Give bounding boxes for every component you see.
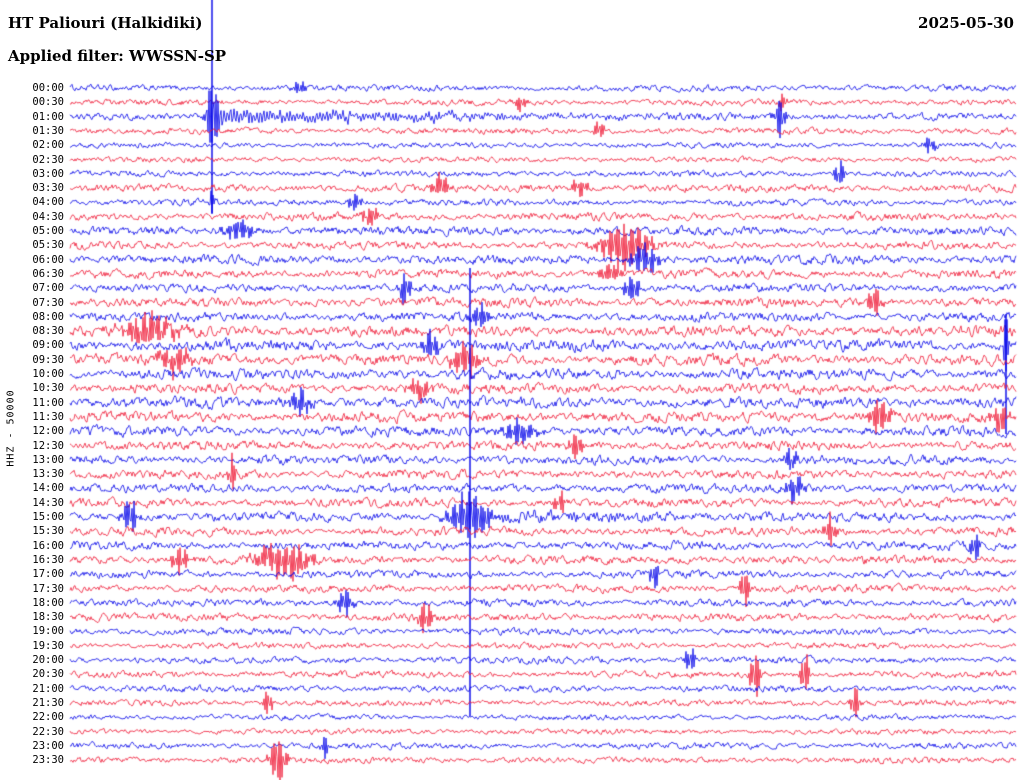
time-label: 06:00 <box>32 253 64 266</box>
time-label: 07:30 <box>32 296 64 309</box>
time-label: 00:00 <box>32 82 64 94</box>
time-label: 04:00 <box>32 196 64 209</box>
time-label: 13:00 <box>32 453 64 466</box>
time-label: 22:00 <box>32 711 64 724</box>
time-label: 07:00 <box>32 282 64 295</box>
time-label: 00:30 <box>32 96 64 109</box>
time-label: 20:00 <box>32 654 64 666</box>
time-label: 14:30 <box>32 496 64 509</box>
time-label: 03:00 <box>32 167 64 180</box>
time-label: 22:30 <box>32 725 64 738</box>
time-label: 23:30 <box>32 754 64 767</box>
time-label: 11:00 <box>32 396 64 409</box>
time-label: 10:30 <box>32 382 64 395</box>
time-label: 17:00 <box>32 568 64 581</box>
time-label: 01:30 <box>32 124 64 137</box>
time-label: 19:30 <box>32 639 64 652</box>
time-label: 01:00 <box>32 110 64 123</box>
time-label: 05:00 <box>32 225 64 237</box>
time-label: 19:00 <box>32 625 64 638</box>
time-label: 12:30 <box>32 439 64 452</box>
time-label: 20:30 <box>32 668 64 681</box>
time-label: 06:30 <box>32 267 64 280</box>
time-label: 16:30 <box>32 553 64 566</box>
time-label: 05:30 <box>32 239 64 252</box>
date-label: 2025-05-30 <box>918 14 1014 32</box>
time-label: 09:30 <box>32 353 64 366</box>
time-label: 11:30 <box>32 410 64 423</box>
time-label: 23:00 <box>32 739 64 752</box>
time-label: 08:00 <box>32 310 64 323</box>
time-label: 15:00 <box>32 511 64 523</box>
time-label: 14:00 <box>32 482 64 495</box>
time-label: 09:00 <box>32 339 64 352</box>
time-label: 21:00 <box>32 682 64 695</box>
time-label: 21:30 <box>32 696 64 709</box>
time-label: 16:00 <box>32 539 64 552</box>
time-label: 02:30 <box>32 153 64 166</box>
time-label: 12:00 <box>32 425 64 438</box>
time-label: 15:30 <box>32 525 64 538</box>
time-label: 18:00 <box>32 596 64 609</box>
time-label: 04:30 <box>32 210 64 223</box>
time-label: 18:30 <box>32 611 64 624</box>
time-label: 02:00 <box>32 139 64 152</box>
time-label: 17:30 <box>32 582 64 595</box>
time-label: 03:30 <box>32 182 64 195</box>
filter-label: Applied filter: WWSSN-SP <box>8 47 227 65</box>
station-title: HT Paliouri (Halkidiki) <box>8 14 203 32</box>
time-label: 08:30 <box>32 325 64 338</box>
time-label: 10:00 <box>32 368 64 380</box>
time-label: 13:30 <box>32 468 64 481</box>
